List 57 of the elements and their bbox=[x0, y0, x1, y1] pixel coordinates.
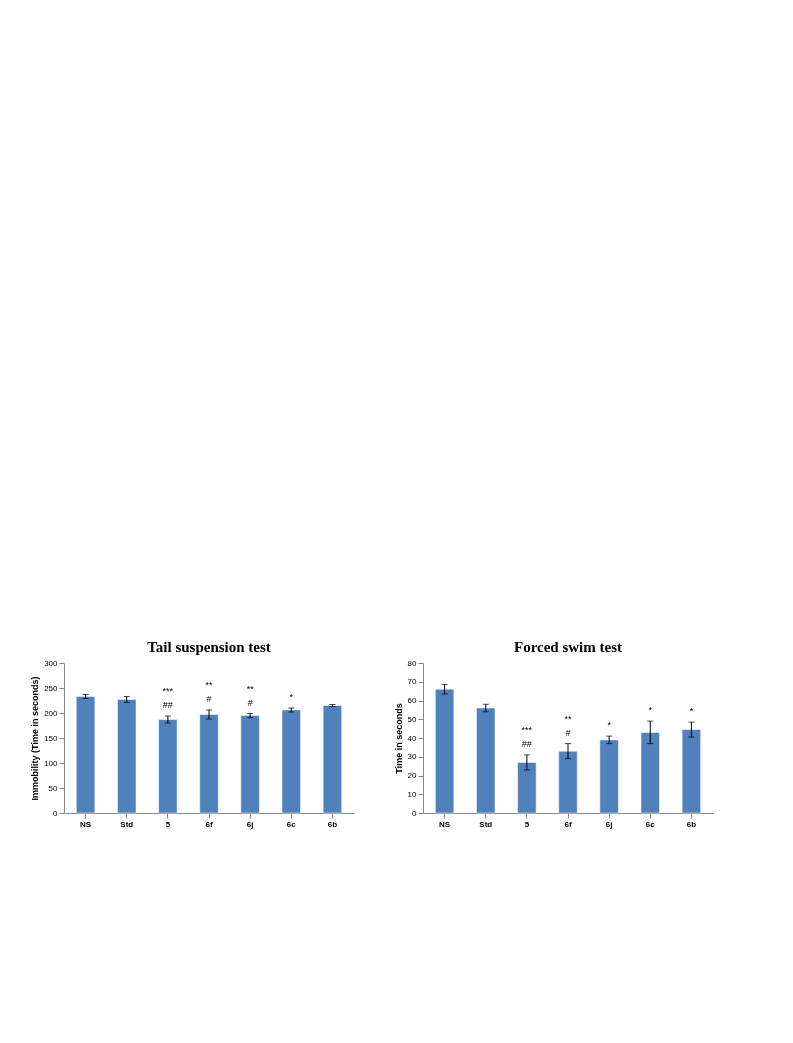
x-tick-label: 6b bbox=[686, 819, 697, 829]
data-label: * bbox=[607, 720, 612, 731]
y-tick-label: 60 bbox=[407, 696, 418, 705]
y-tick-label: 20 bbox=[407, 771, 418, 780]
y-tick-label: 40 bbox=[407, 733, 418, 743]
y-tick-label: 10 bbox=[407, 789, 418, 799]
y-tick-label: 150 bbox=[44, 733, 59, 743]
bar bbox=[476, 707, 496, 814]
y-tick-label: 200 bbox=[44, 708, 59, 718]
x-tick-label: 6f bbox=[205, 819, 213, 829]
x-tick-label: 6j bbox=[605, 819, 613, 829]
y-tick-label: 250 bbox=[44, 683, 59, 693]
bar bbox=[322, 705, 342, 814]
chart-title: Tail suspension test bbox=[147, 639, 271, 655]
x-tick-label: 6c bbox=[286, 819, 297, 829]
bar bbox=[240, 715, 260, 814]
bar bbox=[281, 709, 301, 814]
bar bbox=[435, 689, 455, 814]
y-tick-label: 100 bbox=[44, 758, 59, 768]
y-tick-label: 30 bbox=[407, 752, 418, 762]
x-tick-label: Std bbox=[479, 819, 493, 829]
bar bbox=[158, 719, 178, 814]
y-axis-title: Immobility (Time in seconds) bbox=[30, 676, 41, 801]
x-tick-label: 6j bbox=[246, 819, 254, 829]
y-tick-label: 80 bbox=[407, 658, 418, 668]
data-label: * bbox=[689, 706, 694, 717]
x-tick-label: 6b bbox=[327, 819, 338, 829]
y-tick-label: 70 bbox=[407, 677, 418, 687]
x-tick-label: 5 bbox=[165, 819, 171, 829]
x-tick-label: 6c bbox=[645, 819, 656, 829]
text: ** # bbox=[246, 683, 254, 708]
bar bbox=[117, 699, 137, 814]
text: *** ## bbox=[521, 724, 533, 749]
bar bbox=[681, 729, 701, 814]
x-tick-label: 5 bbox=[524, 819, 530, 829]
y-tick-label: 50 bbox=[407, 714, 418, 724]
y-axis-title: Time in seconds bbox=[393, 703, 404, 774]
text: ** # bbox=[205, 680, 213, 704]
text: *** ## bbox=[162, 686, 174, 710]
bar bbox=[199, 714, 219, 814]
y-tick-label: 300 bbox=[44, 658, 59, 668]
bar bbox=[640, 732, 660, 814]
x-tick-label: 6f bbox=[564, 819, 572, 829]
text: ** # bbox=[564, 713, 572, 738]
data-label: * bbox=[648, 705, 653, 716]
x-tick-label: NS bbox=[439, 819, 451, 829]
bar bbox=[517, 762, 537, 814]
x-tick-label: NS bbox=[80, 819, 92, 829]
bar bbox=[599, 739, 619, 814]
bar bbox=[558, 750, 578, 814]
x-tick-label: Std bbox=[120, 819, 134, 829]
data-label: * bbox=[289, 692, 294, 702]
y-tick-label: 0 bbox=[412, 808, 418, 818]
y-tick-label: 0 bbox=[53, 808, 59, 818]
bar bbox=[76, 696, 96, 814]
y-tick-label: 50 bbox=[48, 783, 59, 793]
chart-title: Forced swim test bbox=[513, 639, 623, 655]
